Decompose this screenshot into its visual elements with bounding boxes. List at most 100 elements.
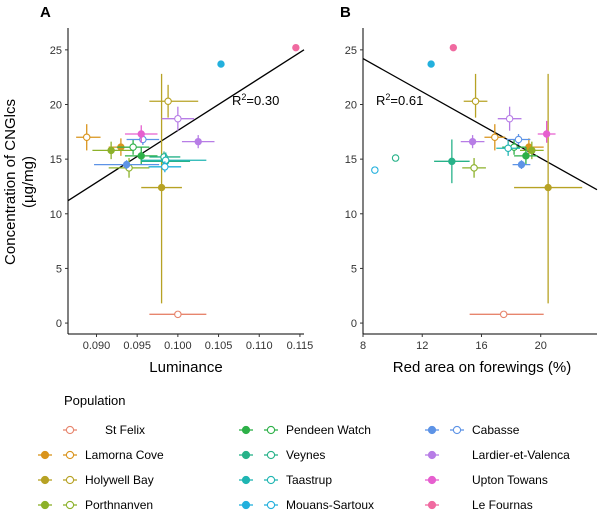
legend-item-pendeen-watch: Pendeen Watch [239,423,371,437]
legend-label: Upton Towans [472,473,548,487]
legend-marker-filled [241,475,251,485]
x-tick-label: 0.110 [246,340,273,352]
panel-b-letter: B [340,4,351,21]
legend-item-cabasse: Cabasse [425,423,520,437]
legend-item-holywell-bay: Holywell Bay [38,473,154,487]
y-tick-label: 0 [351,318,357,330]
legend-marker-filled [427,475,437,485]
x-tick-label: 0.095 [123,340,151,352]
y-tick-label: 15 [50,154,62,166]
x-tick-label: 20 [535,340,547,352]
x-tick-label: 12 [416,340,428,352]
x-axis-title: Luminance [149,359,222,376]
data-point-holywell-bay-open [149,84,199,118]
data-point-porthnanven-open [462,158,486,178]
point-marker-filled [542,130,551,138]
data-point-cabasse-filled [94,160,160,169]
point-marker-open [499,310,508,319]
legend-marker-filled [427,425,437,435]
legend-marker-filled [40,450,50,460]
legend: Population St Felix Lamorna Cove Holywell … [38,393,570,512]
point-marker-filled [427,60,435,68]
data-point-mouans-sartoux-filled [217,60,225,68]
data-point-upton-towans-filled [537,120,556,143]
point-marker-filled [157,183,166,192]
point-marker-open [504,144,512,152]
data-point-lardier-et-valenca-open [497,106,522,131]
data-point-pendeen-watch-filled [124,147,158,165]
data-point-lamorna-cove-open [484,124,506,151]
point-marker-open [129,143,137,151]
panel-a-luminance: A 0 5 10 15 20 25 0.090 0.095 0.100 0.105 0.110 0.1… [40,4,313,376]
y-tick-label: 25 [50,45,62,57]
legend-item-mouans-sartoux: Mouans-Sartoux [239,498,374,512]
legend-marker-open [266,425,276,435]
legend-label: Holywell Bay [85,473,154,487]
data-point-pendeen-watch-open [116,139,150,155]
r-squared-label: R2=0.61 [376,92,423,108]
point-marker-filled [122,160,131,169]
data-point-holywell-bay-open [463,73,488,118]
point-marker-open [174,310,182,319]
x-tick-label: 0.090 [83,340,111,352]
y-axis-title: Concentration of CNGlcs [2,99,19,265]
data-point-st-felix-open [469,310,544,319]
y-tick-label: 0 [56,318,62,330]
legend-marker-open [266,475,276,485]
data-point-veynes-filled [434,139,470,184]
legend-label: Veynes [286,448,325,462]
legend-label: Lardier-et-Valenca [472,448,570,462]
point-marker-open [161,156,170,164]
data-point-holywell-bay-filled [514,73,583,304]
point-marker-open [164,97,172,105]
point-marker-filled [194,137,202,146]
data-point-cabasse-open [126,134,160,145]
legend-marker-open [452,425,462,435]
legend-marker-filled [427,450,437,460]
legend-marker-filled [241,500,251,510]
legend-marker-filled [40,475,50,485]
legend-item-st-felix: St Felix [63,423,145,437]
legend-label: Lamorna Cove [85,448,164,462]
regression-line [67,49,305,202]
point-marker-filled [468,137,477,146]
legend-marker-filled [241,450,251,460]
legend-label: Mouans-Sartoux [286,498,374,512]
legend-label: Porthnanven [85,498,153,512]
y-tick-label: 10 [50,209,62,221]
x-axis-title: Red area on forewings (%) [393,359,571,376]
data-point-veynes-open [391,154,400,162]
point-marker-filled [517,160,526,169]
legend-title: Population [64,393,125,408]
data-point-upton-towans-filled [124,125,158,143]
point-marker-open [505,114,514,123]
legend-item-lamorna-cove: Lamorna Cove [38,448,164,462]
legend-label: Taastrup [286,473,332,487]
point-marker-open [82,133,91,142]
y-tick-label: 20 [345,100,357,112]
legend-label: St Felix [105,423,145,437]
legend-marker-open [266,500,276,510]
y-axis-title-units: (µg/mg) [20,156,37,208]
data-point-lardier-et-valenca-open [161,106,195,131]
y-tick-label: 20 [50,100,62,112]
y-tick-label: 10 [345,209,357,221]
plot-b-area: 0 5 10 15 20 25 8 12 16 20 R2=0.61 [345,28,598,352]
legend-item-le-fournas: Le Fournas [425,498,533,512]
legend-item-lardier-et-valenca: Lardier-et-Valenca [425,448,570,462]
point-marker-open [471,97,480,105]
legend-item-taastrup: Taastrup [239,473,332,487]
x-tick-label: 0.115 [287,340,314,352]
r-squared-label: R2=0.30 [232,92,279,108]
y-tick-label: 25 [345,45,357,57]
point-marker-open [371,166,379,174]
point-marker-filled [137,152,145,160]
legend-item-veynes: Veynes [239,448,325,462]
data-point-mouans-sartoux-open [371,166,379,174]
x-tick-label: 0.100 [164,340,192,352]
plot-a-area: 0 5 10 15 20 25 0.090 0.095 0.100 0.105 0.110 0.115… [50,28,314,352]
data-point-st-felix-open [149,310,207,319]
data-point-pendeen-watch-filled [514,147,538,165]
legend-marker-open [65,450,75,460]
